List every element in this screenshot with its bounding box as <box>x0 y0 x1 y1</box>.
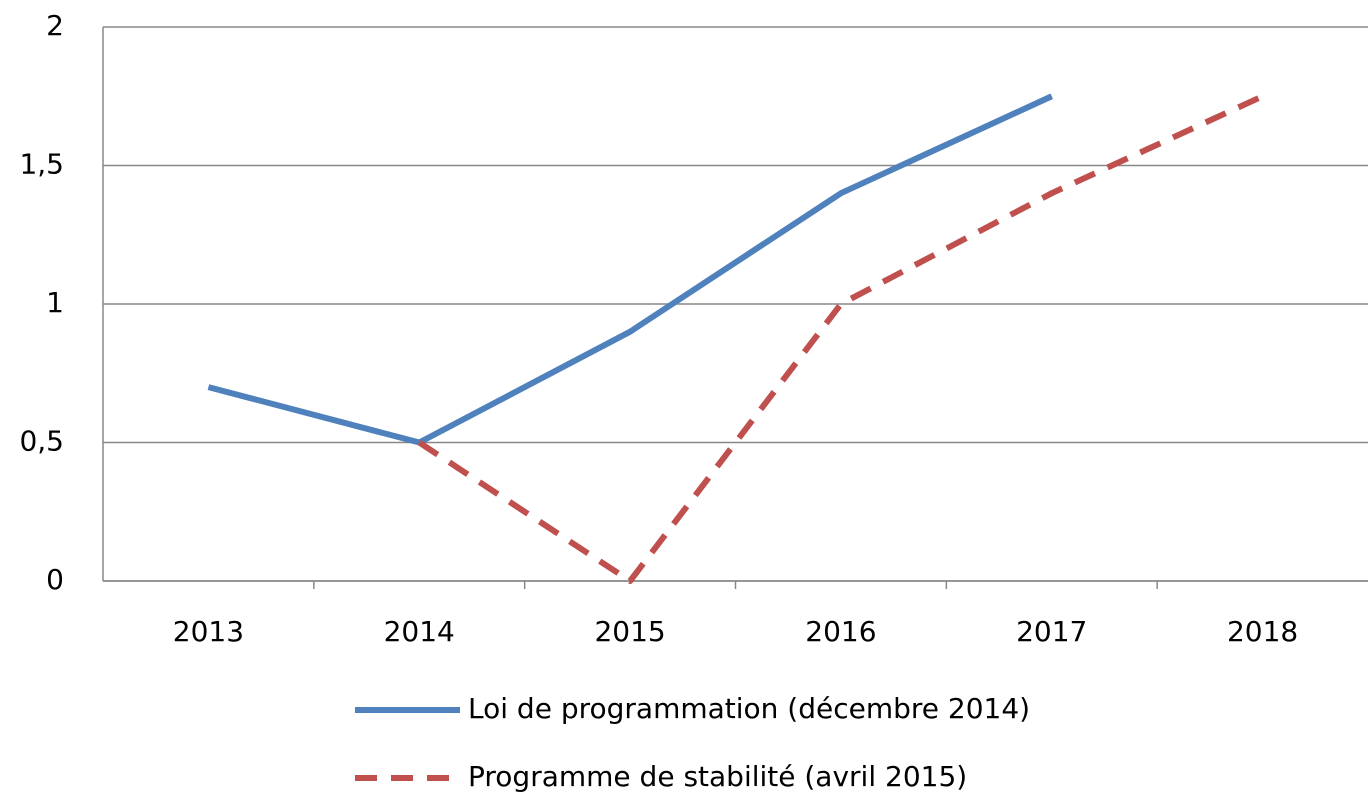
x-tick-label: 2013 <box>173 615 244 648</box>
x-tick-label: 2017 <box>1016 615 1087 648</box>
legend-label: Loi de programmation (décembre 2014) <box>468 692 1030 725</box>
y-tick-label: 0 <box>46 563 64 596</box>
y-tick-label: 1 <box>46 286 64 319</box>
x-tick-label: 2014 <box>384 615 455 648</box>
y-tick-label: 1,5 <box>19 148 64 181</box>
legend-label: Programme de stabilité (avril 2015) <box>468 760 967 793</box>
y-tick-label: 2 <box>46 9 64 42</box>
series-line <box>207 93 1054 446</box>
x-tick-label: 2016 <box>805 615 876 648</box>
y-tick-label: 0,5 <box>19 425 64 458</box>
x-tick-label: 2015 <box>594 615 665 648</box>
series-line <box>417 93 1264 584</box>
x-tick-label: 2018 <box>1227 615 1298 648</box>
